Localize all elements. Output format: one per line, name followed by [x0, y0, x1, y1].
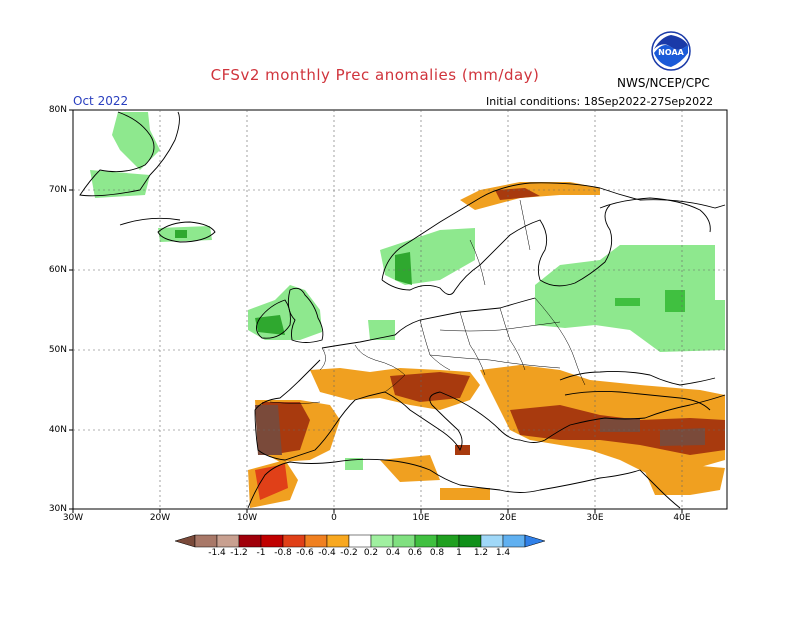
norway-strong-wet-patch: [395, 252, 412, 285]
north-africa-dry-patch: [380, 455, 440, 482]
lat-label: 80N: [48, 105, 67, 115]
colorbar-segment: [260, 534, 284, 548]
lat-label: 60N: [48, 265, 67, 275]
morocco-dry-core: [255, 464, 288, 500]
forecast-month: Oct 2022: [73, 94, 129, 108]
ireland-strong-wet-patch: [255, 315, 285, 335]
colorbar-segment: [304, 534, 328, 548]
borders: [269, 199, 586, 404]
colorbar-tick-label: -0.8: [274, 548, 292, 558]
colorbar-tick-label: 0.6: [407, 548, 423, 558]
logo-text: NOAA: [658, 48, 684, 57]
colorbar-segment: [436, 534, 460, 548]
colorbar-segment: [458, 534, 482, 548]
caucasus-strong-dry-core: [660, 428, 705, 446]
colorbar-tick-label: -0.6: [296, 548, 314, 558]
colorbar-tick-label: -0.4: [318, 548, 336, 558]
alps-dry-core: [390, 372, 470, 402]
colorbar-segment: [238, 534, 262, 548]
lon-label: 30W: [62, 513, 84, 523]
mediterranean-north-coast: [254, 359, 726, 461]
coastlines: [79, 111, 726, 509]
britain-coast: [287, 287, 324, 343]
algeria-wet-patch: [345, 458, 363, 470]
lat-label: 30N: [48, 504, 67, 514]
africa-coast: [247, 458, 681, 509]
lon-label: 20E: [499, 513, 517, 523]
colorbar: [174, 534, 546, 548]
iceland-strong-wet-patch: [175, 230, 187, 238]
lat-label: 50N: [48, 345, 67, 355]
greenland-wet-patch: [112, 112, 160, 170]
iceland-north-coast: [119, 217, 181, 226]
sicily-dry-patch: [455, 445, 470, 455]
colorbar-tick-label: 0.4: [385, 548, 401, 558]
graticule: [73, 110, 727, 509]
colorbar-tick-label: -1.2: [230, 548, 248, 558]
axis-ticks: [69, 109, 683, 513]
colorbar-tick-label: -0.2: [340, 548, 358, 558]
lat-label: 40N: [48, 425, 67, 435]
colorbar-segment: [414, 534, 438, 548]
lon-label: 0: [331, 513, 337, 523]
ireland-coast: [256, 299, 291, 339]
colorbar-segment: [326, 534, 350, 548]
anomaly-patches: [90, 112, 725, 508]
russia-strong-wet-patch-2: [665, 290, 685, 312]
colorbar-arrow-left: [174, 534, 196, 548]
russia-strong-wet-patch: [615, 298, 640, 306]
colorbar-tick-label: 1.2: [473, 548, 489, 558]
colorbar-segment: [502, 534, 526, 548]
initial-conditions: Initial conditions: 18Sep2022-27Sep2022: [486, 95, 714, 108]
colorbar-arrow-right: [524, 534, 546, 548]
greenland-coast: [79, 111, 180, 197]
iceland-coast: [157, 221, 216, 243]
lon-label: 40E: [673, 513, 691, 523]
libya-dry-patch: [440, 488, 490, 500]
colorbar-tick-label: -1: [256, 548, 266, 558]
noaa-logo-icon: NOAA: [651, 31, 691, 71]
colorbar-tick-label: 1: [456, 548, 462, 558]
anatolia-strong-dry-core: [600, 418, 640, 432]
scandinavia-coast: [381, 182, 726, 295]
north-scandinavia-dry-core: [495, 188, 540, 200]
colorbar-segment: [370, 534, 394, 548]
agency-label: NWS/NCEP/CPC: [617, 76, 710, 90]
colorbar-segment: [480, 534, 504, 548]
lon-label: 10W: [236, 513, 258, 523]
lat-label: 70N: [48, 185, 67, 195]
kola-coast: [599, 197, 711, 233]
north-sea-wet-patch: [368, 320, 395, 340]
middle-east-dry-patch: [640, 460, 725, 495]
colorbar-tick-label: 0.8: [429, 548, 445, 558]
colorbar-tick-label: 1.4: [495, 548, 511, 558]
colorbar-segment: [392, 534, 416, 548]
lon-label: 20W: [149, 513, 171, 523]
colorbar-tick-label: -1.4: [208, 548, 226, 558]
colorbar-segment: [348, 534, 372, 548]
colorbar-tick-label: 0.2: [363, 548, 379, 558]
colorbar-segment: [216, 534, 240, 548]
lon-label: 10E: [412, 513, 430, 523]
black-sea-south-coast: [564, 390, 711, 411]
lon-label: 30E: [586, 513, 604, 523]
map-title: CFSv2 monthly Prec anomalies (mm/day): [210, 66, 540, 84]
black-sea-coast: [559, 370, 716, 386]
colorbar-segment: [282, 534, 306, 548]
colorbar-segment: [194, 534, 218, 548]
